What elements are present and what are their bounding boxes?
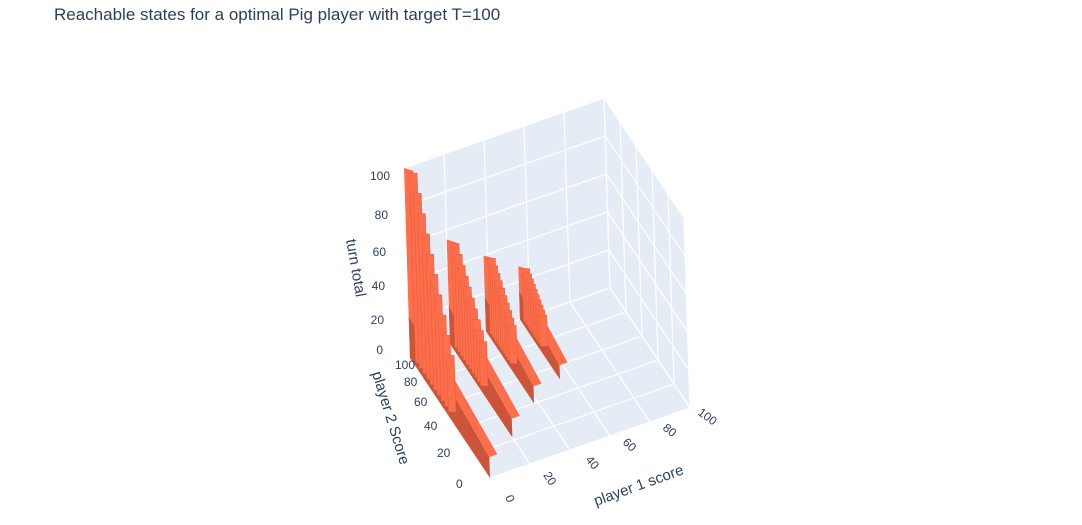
x-tick-label: 100 [695,405,720,428]
x-tick-label: 80 [660,421,679,441]
y-tick-label: 0 [456,477,463,491]
back-gridline [563,111,571,303]
x-tick-label: 20 [540,469,559,488]
y-tick-labels: 0 20 40 60 80 100 [395,358,463,491]
surface-wall [446,239,520,438]
wall-step [478,340,489,387]
x-axis-title: player 1 score [592,462,686,510]
side-gridline [603,97,611,289]
surface-wall [518,266,568,380]
floor-gridline [425,311,627,383]
y-tick-label: 100 [395,358,415,372]
z-tick-label: 100 [370,169,390,183]
back-gridline [403,97,605,169]
side-gridline [607,211,689,333]
side-gridline [608,249,690,371]
back-gridline [407,211,608,283]
side-gridline [619,121,627,313]
z-axis-title: turn total [342,238,369,298]
axis-panes [404,98,690,478]
surface-wall [483,255,542,404]
z-tick-label: 40 [372,279,386,293]
floor-gridline [457,359,659,431]
side-gridline [651,169,659,361]
side-gridline [604,135,686,257]
floor-gridline [489,407,691,479]
y-tick-label: 60 [414,395,428,409]
z-tick-label: 0 [376,343,383,357]
back-gridline [405,135,606,207]
side-gridline [605,173,687,295]
y-tick-label: 80 [404,375,418,389]
z-tick-labels: 0 20 40 60 80 100 [370,169,390,357]
back-gridline [406,173,607,245]
x-tick-label: 60 [620,435,640,455]
z-tick-label: 80 [375,208,389,222]
x-tick-label: 0 [502,493,518,505]
z-tick-label: 20 [371,313,385,327]
side-gridline [603,97,685,219]
chart-title: Reachable states for a optimal Pig playe… [54,5,501,24]
side-gridline [667,193,675,385]
x-tick-label: 40 [583,453,603,472]
surface-wall [404,168,498,478]
z-tick-label: 60 [373,245,387,259]
wall-step [508,324,518,364]
surface-walls [404,168,568,478]
floor-gridline [473,383,675,455]
floor-gridline [609,287,691,409]
wall-step [538,314,549,347]
side-gridline [635,145,643,337]
floor-gridline [569,301,651,423]
y-tick-label: 40 [424,419,438,433]
side-gridline [683,217,691,409]
side-wall-pane [604,98,690,408]
gridlines [403,97,691,479]
wall-step [446,354,457,413]
y-tick-label: 20 [437,446,451,460]
floor-gridline [441,335,643,407]
